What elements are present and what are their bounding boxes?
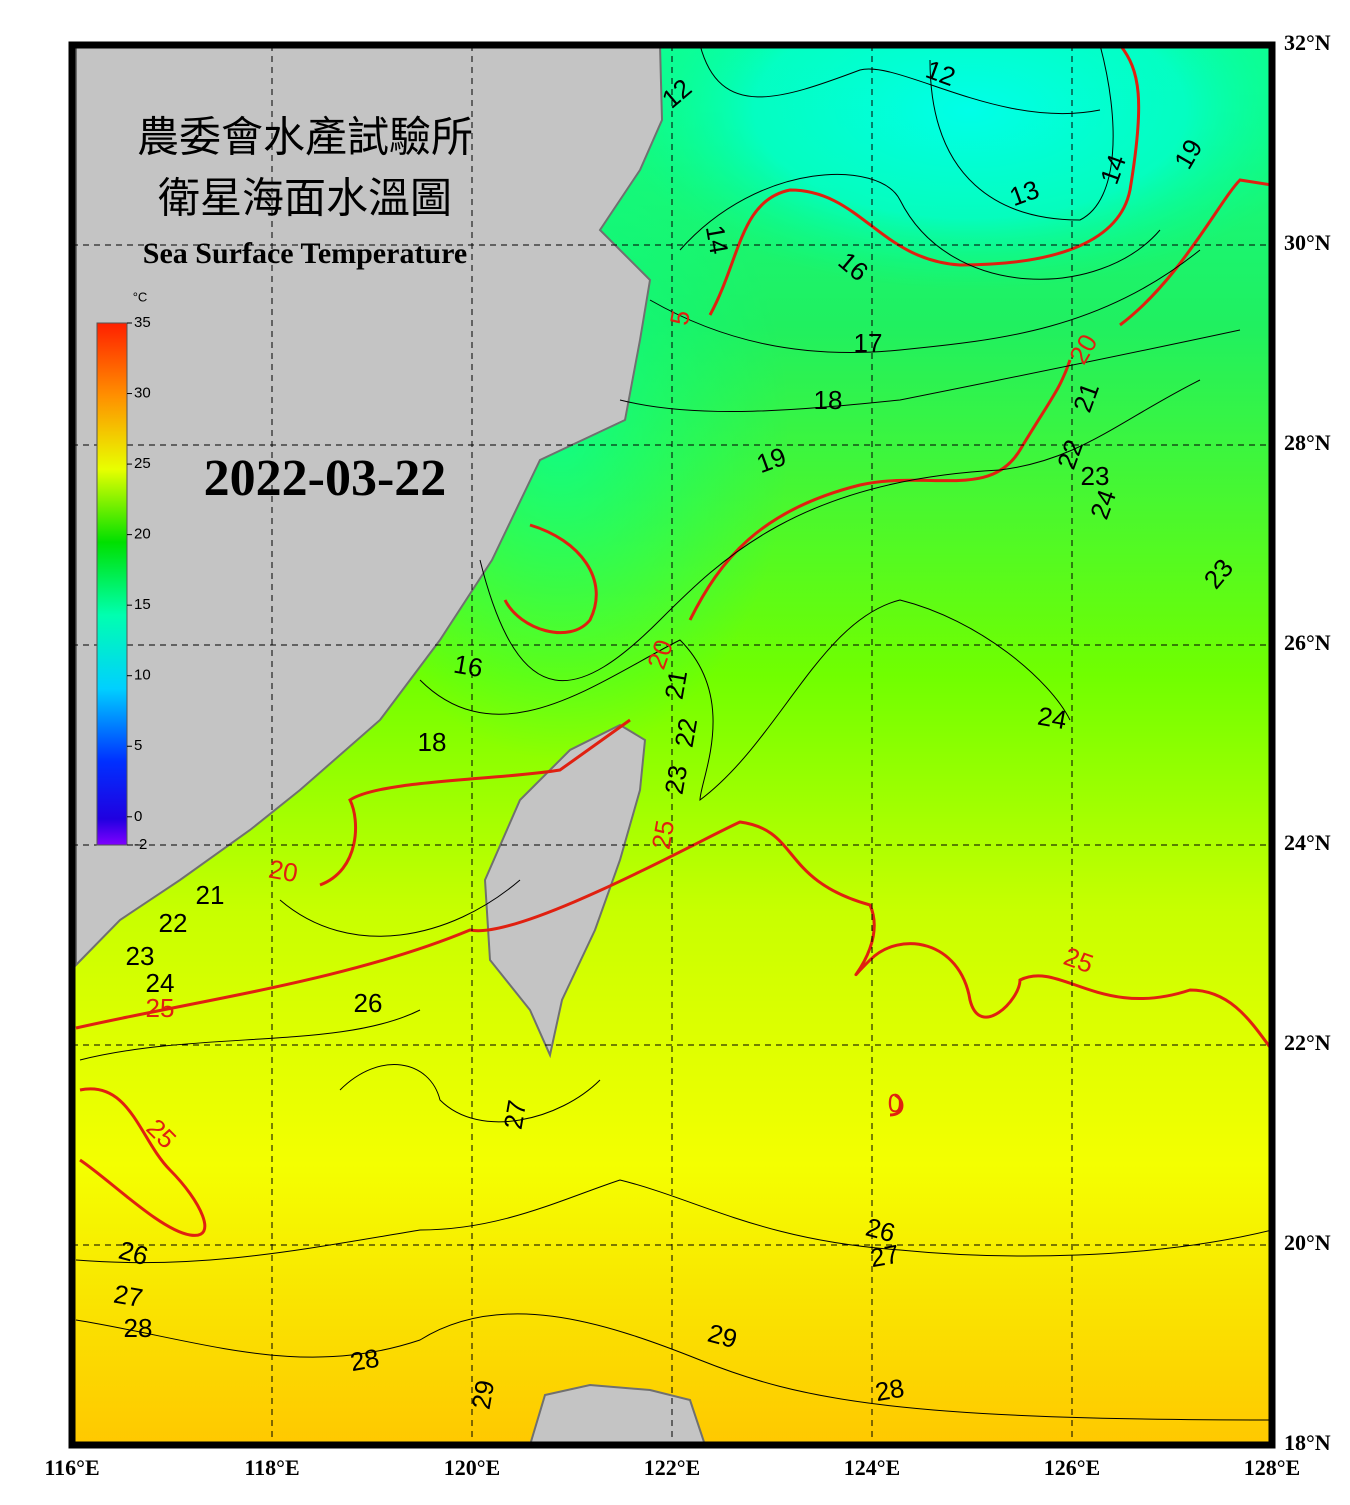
lon-tick-label: 124°E [844, 1455, 900, 1480]
lon-tick-label: 120°E [444, 1455, 500, 1480]
contour-label: 24 [146, 968, 175, 998]
colorbar-tick-label: 15 [134, 596, 151, 613]
title-zh: 農委會水產試驗所 [137, 115, 473, 162]
lon-tick-label: 118°E [244, 1455, 299, 1480]
title-en: Sea Surface Temperature [143, 237, 467, 270]
contour-label: 21 [196, 880, 225, 910]
contour-label: 28 [348, 1343, 382, 1378]
lon-tick-label: 126°E [1044, 1455, 1100, 1480]
lon-tick-label: 122°E [644, 1455, 700, 1480]
colorbar-ticks: 35 30 25 20 15 10 5 0 -2 [127, 314, 151, 853]
contour-label: 21 [659, 668, 694, 702]
contour-label: 27 [868, 1239, 902, 1274]
colorbar-unit: °C [133, 289, 148, 304]
isotherms-black [75, 45, 1272, 1421]
contour-label: 28 [124, 1313, 153, 1343]
colorbar-tick-label: 25 [134, 455, 151, 472]
mainland [75, 45, 664, 968]
contour-label: 18 [814, 385, 843, 415]
lat-tick-label: 20°N [1284, 1230, 1331, 1255]
taiwan [483, 723, 647, 1059]
contour-label: 23 [1081, 461, 1110, 491]
colorbar-tick-label: 30 [134, 385, 151, 402]
lon-tick-label: 116°E [44, 1455, 99, 1480]
contour-label: 25 [146, 993, 175, 1023]
colorbar-tick-label: 35 [134, 314, 151, 331]
contour-label: 17 [854, 328, 883, 358]
contour-label: 22 [669, 716, 704, 750]
contour-label: 25 [646, 818, 681, 852]
map-frame [68, 41, 1276, 1449]
luzon [528, 1383, 707, 1445]
colorbar-tick-label: 0 [134, 808, 142, 825]
lat-tick-label: 30°N [1284, 230, 1331, 255]
lat-tick-label: 26°N [1284, 630, 1331, 655]
contour-label: 27 [498, 1098, 533, 1132]
contour-label: 0 [888, 1088, 902, 1118]
contour-label: 16 [452, 649, 486, 684]
colorbar [96, 322, 128, 846]
contour-label: 18 [418, 727, 447, 757]
contour-label: 26 [354, 988, 383, 1018]
lat-tick-label: 28°N [1284, 430, 1331, 455]
lat-tick-label: 24°N [1284, 830, 1331, 855]
date: 2022-03-22 [204, 450, 447, 507]
lat-tick-label: 22°N [1284, 1030, 1331, 1055]
contour-label: 23 [126, 941, 155, 971]
contour-label: 24 [1036, 701, 1070, 736]
lon-tick-label: 128°E [1244, 1455, 1300, 1480]
contour-label: 22 [159, 908, 188, 938]
contour-label: 28 [873, 1373, 907, 1408]
contour-label: 20 [267, 854, 301, 889]
colorbar-tick-label: 5 [134, 737, 142, 754]
contour-label: 5 [664, 308, 696, 327]
contour-label: 14 [700, 223, 735, 257]
contour-label: 27 [112, 1279, 146, 1314]
title-zh: 衛星海面水溫圖 [158, 177, 452, 223]
lat-tick-label: 18°N [1284, 1430, 1331, 1455]
lat-tick-label: 32°N [1284, 30, 1331, 55]
isotherms-red [75, 45, 1272, 1237]
contour-label: 23 [659, 763, 694, 797]
colorbar-tick-label: 10 [134, 667, 151, 684]
colorbar-tick-label: -2 [134, 836, 147, 853]
contour-label: 29 [466, 1378, 501, 1412]
colorbar-tick-label: 20 [134, 526, 151, 543]
